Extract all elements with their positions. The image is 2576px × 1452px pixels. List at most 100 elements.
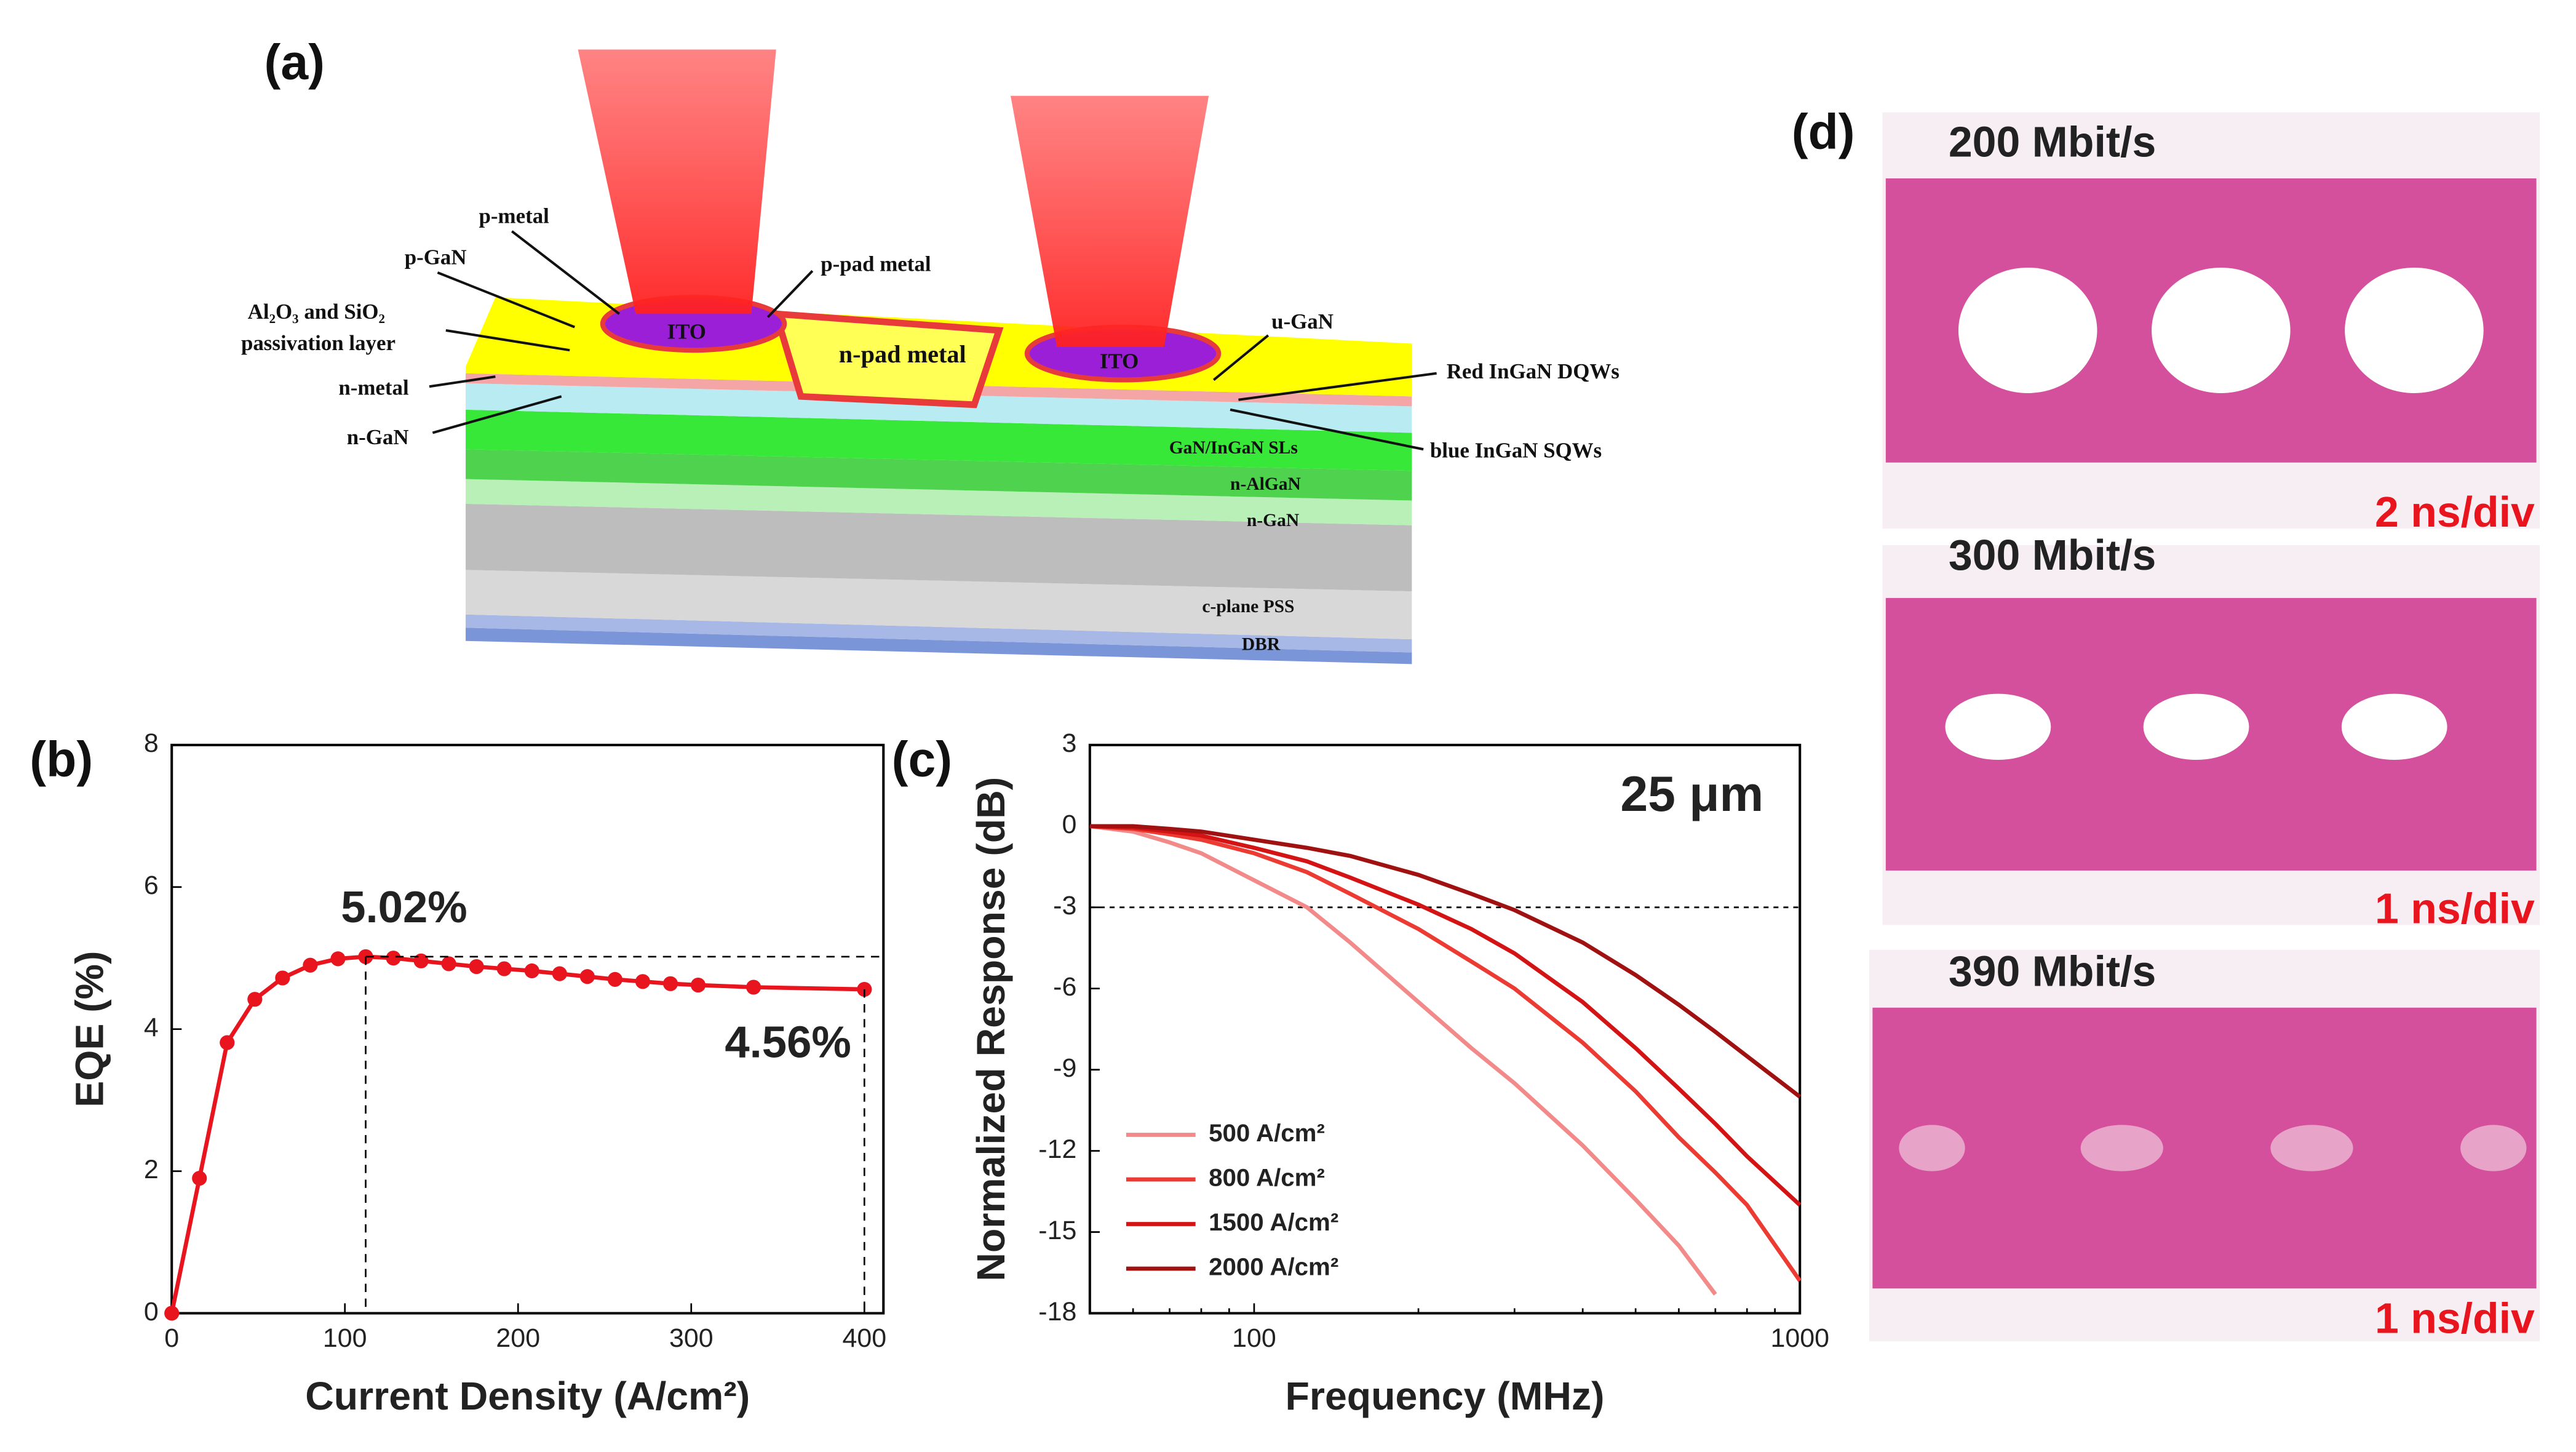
diagram-label: GaN/InGaN SLs [1169, 438, 1298, 458]
dbr-layer [466, 628, 1412, 664]
x-tick-label: 0 [164, 1323, 179, 1353]
x-tick-label: 300 [669, 1323, 714, 1353]
data-point [635, 974, 651, 989]
eye-scale: 2 ns/div [2375, 488, 2535, 536]
annotation: 5.02% [341, 882, 467, 932]
eye-rate: 300 Mbit/s [1949, 531, 2156, 579]
data-point [496, 961, 512, 976]
diagram-label: p-pad metal [821, 252, 931, 276]
series-line [1089, 824, 1717, 1296]
data-point [386, 951, 401, 966]
eye-opening [2460, 1125, 2527, 1171]
y-tick-label: 0 [144, 1297, 159, 1326]
data-point [469, 959, 484, 975]
series-line [1089, 824, 1802, 1207]
eye-opening [1958, 267, 2097, 393]
data-point [275, 970, 290, 986]
diagram-label: DBR [1242, 635, 1281, 655]
eye-diagram: 300 Mbit/s 1 ns/div [1882, 531, 2540, 932]
eye-opening [1945, 693, 2051, 760]
diagram-label: p-GaN [405, 245, 467, 269]
pss-layer [466, 570, 1412, 640]
diagram-label: n-GaN [1247, 511, 1299, 530]
annotation: 25 μm [1620, 767, 1763, 822]
data-point [220, 1035, 235, 1050]
y-tick-label: 8 [144, 728, 159, 758]
y-axis-label: EQE (%) [67, 951, 111, 1107]
y-tick-label: -3 [1053, 891, 1076, 920]
eye-opening [2152, 267, 2291, 393]
y-tick-label: -9 [1053, 1053, 1076, 1083]
chart: -18 -15 -12 -9 -6 -3 0 3 100 1000 Frequency (MHz) N… [969, 728, 1829, 1418]
series-line [169, 954, 865, 1314]
panel-label: (b) [30, 732, 93, 788]
data-point [330, 951, 346, 967]
ngan-top-layer [466, 383, 1412, 433]
y-tick-label: -15 [1038, 1216, 1076, 1245]
annotation: 4.56% [725, 1017, 851, 1067]
dbr-layer [466, 614, 1412, 653]
pss-pattern-layer [466, 503, 1412, 592]
y-axis-label: Normalized Response (dB) [969, 777, 1013, 1282]
eye-rate: 390 Mbit/s [1949, 947, 2156, 995]
diagram-label: Red InGaN DQWs [1447, 359, 1620, 383]
data-point [413, 953, 429, 968]
data-point [303, 957, 318, 973]
data-point [607, 971, 622, 987]
eye-opening [1899, 1125, 1965, 1171]
x-axis-label: Frequency (MHz) [1286, 1374, 1605, 1418]
series-line [1089, 824, 1802, 1099]
x-tick-label: 100 [323, 1323, 367, 1353]
data-point [552, 966, 567, 981]
x-tick-label: 100 [1232, 1323, 1276, 1353]
eye-diagram: 200 Mbit/s 2 ns/div [1882, 112, 2540, 536]
data-point [164, 1306, 180, 1321]
data-point [690, 978, 706, 993]
light-beam [1010, 95, 1209, 347]
diagram-label: n-GaN [347, 425, 409, 449]
y-tick-label: -12 [1038, 1135, 1076, 1164]
diagram-label: n-AlGaN [1230, 474, 1301, 494]
diagram-label: n-metal [338, 376, 409, 400]
n-pad-trench [771, 310, 1004, 409]
legend-label: 2000 A/cm² [1209, 1253, 1338, 1281]
eye-opening [2080, 1125, 2163, 1171]
panel-label: (a) [264, 35, 325, 90]
data-point [247, 992, 263, 1007]
x-axis-label: Current Density (A/cm²) [305, 1374, 750, 1418]
algan-layer [466, 449, 1412, 501]
diagram-label: passivation layer [241, 331, 396, 355]
eye-scale: 1 ns/div [2375, 884, 2535, 932]
eye-diagram: 390 Mbit/s 1 ns/div [1869, 947, 2540, 1342]
legend-label: 500 A/cm² [1209, 1119, 1325, 1147]
legend-label: 800 A/cm² [1209, 1164, 1325, 1192]
diagram-label: ITO [1100, 349, 1139, 373]
eye-opening [2341, 693, 2447, 760]
x-tick-label: 200 [496, 1323, 540, 1353]
light-beam [578, 49, 776, 314]
x-tick-label: 1000 [1770, 1323, 1829, 1353]
x-tick-label: 400 [842, 1323, 886, 1353]
diagram-label: c-plane PSS [1202, 597, 1294, 616]
diagram-label: Al₂O₃ and SiO₂ [248, 300, 385, 324]
panel-label: (d) [1792, 104, 1855, 159]
data-point [579, 969, 595, 984]
data-point [524, 963, 539, 979]
plot-frame [1088, 743, 1802, 1315]
panel-label: (c) [892, 732, 952, 788]
y-tick-label: 4 [144, 1013, 159, 1042]
device-diagram: p-metal p-GaN Al₂O₃ and SiO₂ passivation… [241, 49, 1620, 664]
legend-label: 1500 A/cm² [1209, 1208, 1338, 1236]
diagram-label: n-pad metal [839, 340, 966, 368]
data-point [192, 1171, 207, 1186]
eye-scale: 1 ns/div [2375, 1294, 2535, 1342]
diagram-label: u-GaN [1271, 309, 1334, 333]
eye-opening [2270, 1125, 2353, 1171]
y-tick-label: 3 [1062, 728, 1076, 758]
diagram-label: ITO [667, 319, 706, 343]
y-tick-label: -6 [1053, 972, 1076, 1002]
eye-rate: 200 Mbit/s [1949, 118, 2156, 166]
chart: 0 2 4 6 8 0 100 200 300 400 Current Density (A/cm²… [67, 728, 886, 1418]
